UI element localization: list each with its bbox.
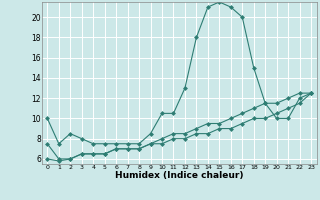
- X-axis label: Humidex (Indice chaleur): Humidex (Indice chaleur): [115, 171, 244, 180]
